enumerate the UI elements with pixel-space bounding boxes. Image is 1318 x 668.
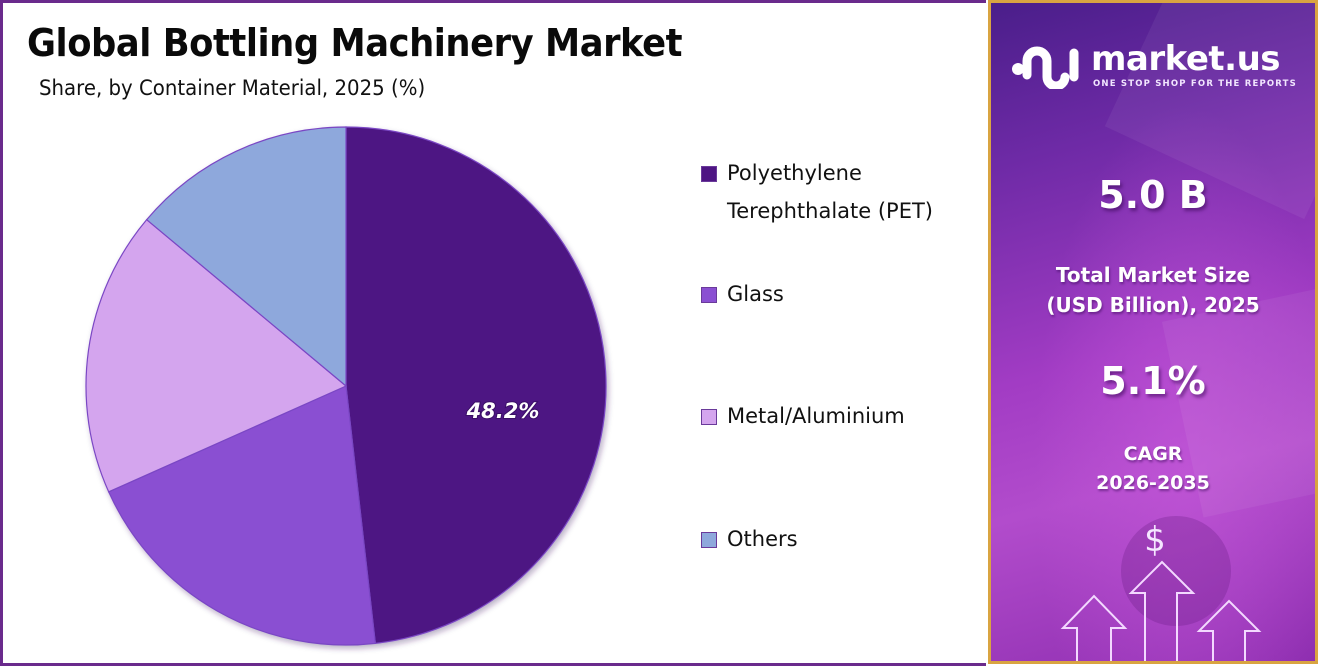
pie-slice-others[interactable]	[145, 126, 347, 388]
cagr-value: 5.1%	[1100, 359, 1206, 403]
brand-tagline: ONE STOP SHOP FOR THE REPORTS	[1093, 79, 1297, 89]
pie-slice-metal[interactable]	[85, 218, 348, 493]
legend-swatch-others	[701, 532, 717, 548]
legend-swatch-metal	[701, 409, 717, 425]
legend-label-pet-line1: Polyethylene	[727, 161, 862, 185]
cagr-label-line1: CAGR	[1123, 443, 1183, 465]
legend-label-others: Others	[727, 527, 798, 551]
brand-logo-icon	[1012, 46, 1079, 89]
legend-swatch-pet	[701, 166, 717, 182]
legend-label-pet-line2: Terephthalate (PET)	[727, 199, 934, 223]
legend-swatch-glass	[701, 287, 717, 303]
legend-label-metal: Metal/Aluminium	[727, 404, 905, 428]
chart-subtitle: Share, by Container Material, 2025 (%)	[39, 76, 426, 100]
growth-arrows-icon: $	[1060, 516, 1262, 661]
cagr-label: CAGR 2026-2035	[991, 440, 1315, 498]
market-size-label-line1: Total Market Size	[1055, 263, 1251, 287]
pie-slice-glass[interactable]	[107, 385, 377, 646]
cagr-label-line2: 2026-2035	[1096, 472, 1210, 494]
brand-name: market.us	[1091, 39, 1281, 79]
chart-title: Global Bottling Machinery Market	[27, 21, 683, 65]
pie-slice-pet[interactable]	[345, 126, 607, 645]
market-summary-panel: market.us ONE STOP SHOP FOR THE REPORTS …	[988, 0, 1318, 664]
market-size-label-line2: (USD Billion), 2025	[1046, 293, 1260, 317]
market-size-label: Total Market Size (USD Billion), 2025	[991, 260, 1315, 320]
legend-label-glass: Glass	[727, 282, 784, 306]
market-size-value: 5.0 B	[1098, 173, 1208, 217]
pie-chart: 48.2%	[85, 126, 607, 646]
brand-logo[interactable]: market.us ONE STOP SHOP FOR THE REPORTS	[1011, 39, 1301, 89]
pie-data-label: 48.2%	[466, 399, 540, 423]
dollar-icon: $	[1144, 520, 1166, 560]
